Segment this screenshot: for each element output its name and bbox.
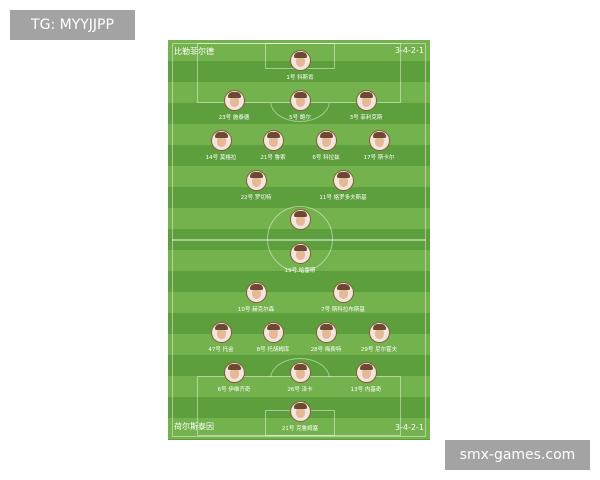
player-avatar xyxy=(223,90,245,111)
player-avatar xyxy=(289,243,311,264)
player-avatar xyxy=(289,209,311,230)
center-circle xyxy=(267,206,333,272)
away-player: 10号 赫克尔森 xyxy=(211,282,301,313)
player-name: 3号 菲利克斯 xyxy=(349,115,383,121)
lineup-pitch: 比勒菲尔德 3-4-2-1 荷尔斯泰因 3-4-2-1 1号 科斯肯 23号 施泰… xyxy=(168,40,430,440)
player-avatar xyxy=(245,170,267,191)
away-player: 28号 梅费特 xyxy=(281,322,371,353)
player-avatar xyxy=(289,362,311,383)
player-name: 11号 格罗多夫斯基 xyxy=(319,195,367,201)
player-name: 8号 托胡姆库 xyxy=(256,347,290,353)
home-player: 17号 斯卡尔 xyxy=(334,130,424,161)
player-name: 6号 科拉兹 xyxy=(312,155,340,161)
away-team-name: 荷尔斯泰因 xyxy=(174,422,214,431)
home-player: 6号 科拉兹 xyxy=(281,130,371,161)
player-name: 14号 莫格拉 xyxy=(205,155,237,161)
player-name: 1号 科斯肯 xyxy=(286,75,314,81)
away-player: 8号 托胡姆库 xyxy=(228,322,318,353)
player-name: 6号 伊维齐奇 xyxy=(217,387,251,393)
away-player: 13号 内基奇 xyxy=(321,362,411,393)
player-avatar xyxy=(368,130,390,151)
player-name: 7号 斯科拉布斯基 xyxy=(321,307,365,313)
player-avatar xyxy=(210,130,232,151)
player-avatar xyxy=(223,362,245,383)
home-player: 22号 罗切特 xyxy=(211,170,301,201)
home-formation: 3-4-2-1 xyxy=(394,46,424,55)
home-player: 14号 莫格拉 xyxy=(176,130,266,161)
player-name: 21号 鲁索 xyxy=(260,155,286,161)
away-player: 47号 托金 xyxy=(176,322,266,353)
player-name: 28号 梅费特 xyxy=(310,347,342,353)
home-player xyxy=(255,209,345,232)
player-avatar xyxy=(355,90,377,111)
player-name: 10号 赫克尔森 xyxy=(237,307,275,313)
away-player: 29号 尼尔霍夫 xyxy=(334,322,424,353)
away-player: 19号 哈雷斯 xyxy=(255,243,345,274)
home-player: 11号 格罗多夫斯基 xyxy=(298,170,388,201)
home-player: 5号 鲍尔 xyxy=(255,90,345,121)
home-team-name: 比勒菲尔德 xyxy=(174,47,214,56)
player-name: 23号 施泰德 xyxy=(218,115,250,121)
away-player: 7号 斯科拉布斯基 xyxy=(298,282,388,313)
pitch-outline xyxy=(172,43,426,437)
player-name: 26号 泽卡 xyxy=(287,387,313,393)
player-avatar xyxy=(315,130,337,151)
player-avatar xyxy=(289,401,311,422)
player-avatar xyxy=(315,322,337,343)
player-avatar xyxy=(368,322,390,343)
player-name: 13号 内基奇 xyxy=(350,387,382,393)
player-avatar xyxy=(262,130,284,151)
player-avatar xyxy=(355,362,377,383)
player-name: 29号 尼尔霍夫 xyxy=(360,347,398,353)
player-avatar xyxy=(332,282,354,303)
player-avatar xyxy=(289,90,311,111)
home-player: 23号 施泰德 xyxy=(189,90,279,121)
player-name: 47号 托金 xyxy=(208,347,234,353)
player-avatar xyxy=(245,282,267,303)
player-avatar xyxy=(289,50,311,71)
away-player: 6号 伊维齐奇 xyxy=(189,362,279,393)
home-player: 21号 鲁索 xyxy=(228,130,318,161)
player-name: 19号 哈雷斯 xyxy=(284,268,316,274)
player-name: 17号 斯卡尔 xyxy=(363,155,395,161)
away-player: 21号 克鲁姆塞 xyxy=(255,401,345,432)
player-avatar xyxy=(332,170,354,191)
home-player: 1号 科斯肯 xyxy=(255,50,345,81)
home-player: 3号 菲利克斯 xyxy=(321,90,411,121)
player-name: 5号 鲍尔 xyxy=(289,115,311,121)
player-avatar xyxy=(210,322,232,343)
player-name: 22号 罗切特 xyxy=(240,195,272,201)
player-avatar xyxy=(262,322,284,343)
away-player: 26号 泽卡 xyxy=(255,362,345,393)
watermark-site-label: smx-games.com xyxy=(445,440,590,470)
away-formation: 3-4-2-1 xyxy=(394,423,424,432)
player-name: 21号 克鲁姆塞 xyxy=(281,426,319,432)
watermark-top-label: TG: MYYJJPP xyxy=(10,10,135,40)
